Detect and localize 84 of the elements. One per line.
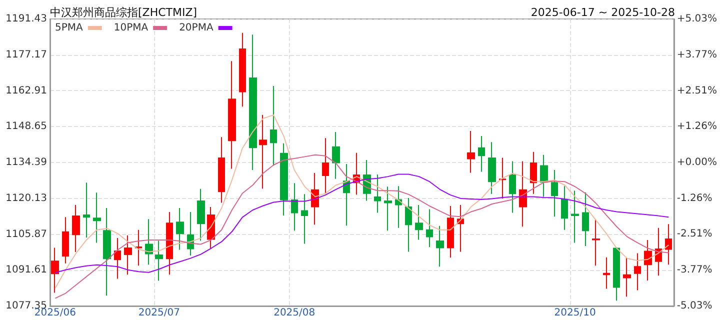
candlestick [603,256,610,290]
x-tick-label: 2025/08 [274,308,316,318]
candlestick [644,239,652,281]
y2-tick-label: -2.51% [676,228,712,240]
y2-tick-label: +5.03% [676,14,718,24]
candlestick [176,208,184,250]
y2-tick-label: +3.77% [676,49,718,60]
y-tick-label: 1191.43 [6,14,47,24]
candlestick [540,154,548,198]
candlestick [343,163,350,226]
candlestick [197,188,205,242]
candlestick [280,142,288,216]
candlestick [499,157,506,199]
y-tick-label: 1105.87 [6,228,47,240]
candlestick [467,130,475,174]
candlestick [62,216,69,264]
candlestick [665,224,672,266]
candlestick [135,229,142,266]
candlestick [332,132,340,180]
candlestick [72,204,80,253]
legend-label: 5PMA [54,22,84,34]
candlestick [51,247,59,294]
candlestick [571,190,579,244]
candlestick [530,151,537,194]
y2-tick-label: +1.26% [676,121,718,132]
candlestick [592,218,600,266]
y-tick-label: 1134.39 [6,157,47,168]
candlestick [103,208,111,296]
candlestick [322,138,329,194]
chart-subtitle: 2025-06-17 ~ 2025-10-28 [530,6,676,19]
candlestick [249,34,257,171]
candlestick [405,197,412,252]
candlestick [301,194,308,244]
y2-tick-label: +2.51% [676,85,718,96]
candlestick [259,114,267,190]
line-series [54,154,670,299]
candlestick [509,160,516,214]
candlestick [270,85,277,166]
line-series [54,114,670,289]
legend-label: 10PMA [114,22,148,34]
y-tick-label: 1177.17 [6,49,47,60]
candlestick [291,182,298,232]
candlestick [395,186,402,228]
line-series [54,174,670,274]
candlestick [93,192,101,244]
y2-tick-label: -1.26% [676,192,712,204]
candlestick [426,208,433,248]
y2-tick-label: -5.03% [676,300,712,312]
candlestick [634,252,641,291]
candlestick [613,248,620,302]
candlestick [447,206,454,258]
candlestick [436,225,444,268]
candlestick [155,240,163,282]
candlestick [228,60,236,170]
candlestick [374,174,381,214]
candlestick [124,234,132,276]
y-tick-label: 1162.91 [6,85,47,96]
y2-tick-label: +0.00% [676,157,718,168]
candlestick [582,192,589,246]
candlestick [218,136,225,204]
x-tick-label: 2025/06 [34,308,76,318]
y-tick-label: 1120.13 [6,192,47,204]
candlestick [623,256,631,298]
chart-title: 中汉郑州商品综指[ZHCTMIZ] [50,6,198,19]
candlestick [207,206,215,249]
candlestick [561,186,568,230]
candlestick [457,204,464,252]
candlestick [114,237,121,280]
candlestick [239,32,246,108]
candlestick [551,170,558,218]
candlestick [519,160,527,228]
candlestick [83,182,90,238]
y-tick-label: 1148.65 [6,121,47,132]
y-tick-label: 1091.61 [6,264,47,276]
candlestick [145,218,153,266]
candlestick [488,142,496,194]
legend-label: 20PMA [179,22,214,34]
candlestick [478,136,485,172]
candlestick [166,212,173,276]
y2-tick-label: -3.77% [676,264,712,276]
candlestick [415,204,423,240]
x-tick-label: 2025/07 [138,308,180,318]
x-tick-label: 2025/10 [554,308,596,318]
candlestick [384,186,392,232]
